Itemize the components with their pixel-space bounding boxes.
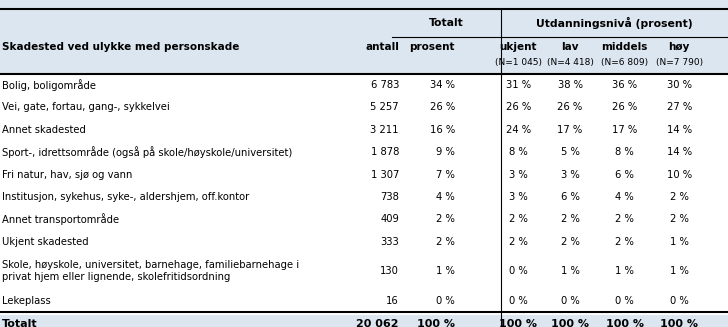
Text: 0 %: 0 % xyxy=(509,266,528,276)
Text: 38 %: 38 % xyxy=(558,80,582,90)
Text: (N=1 045): (N=1 045) xyxy=(495,58,542,67)
Text: 5 %: 5 % xyxy=(561,147,579,157)
Text: 2 %: 2 % xyxy=(561,214,579,224)
Text: 14 %: 14 % xyxy=(667,125,692,135)
Text: lav: lav xyxy=(561,42,579,52)
Text: Fri natur, hav, sjø og vann: Fri natur, hav, sjø og vann xyxy=(2,169,132,180)
Text: 7 %: 7 % xyxy=(436,169,455,180)
Text: Skole, høyskole, universitet, barnehage, familiebarnehage i
privat hjem eller li: Skole, høyskole, universitet, barnehage,… xyxy=(2,261,299,282)
Text: 6 %: 6 % xyxy=(561,192,579,202)
Text: 1 307: 1 307 xyxy=(371,169,399,180)
Text: Institusjon, sykehus, syke-, aldershjem, off.kontor: Institusjon, sykehus, syke-, aldershjem,… xyxy=(2,192,250,202)
Text: høy: høy xyxy=(668,42,690,52)
Text: 1 %: 1 % xyxy=(561,266,579,276)
Text: 31 %: 31 % xyxy=(506,80,531,90)
Text: 1 %: 1 % xyxy=(670,236,689,247)
Text: 100 %: 100 % xyxy=(660,319,698,327)
Text: 2 %: 2 % xyxy=(615,214,634,224)
Text: 14 %: 14 % xyxy=(667,147,692,157)
Text: 24 %: 24 % xyxy=(506,125,531,135)
Text: 10 %: 10 % xyxy=(667,169,692,180)
Text: (N=7 790): (N=7 790) xyxy=(656,58,703,67)
Text: 100 %: 100 % xyxy=(551,319,589,327)
Text: Utdanningsnivå (prosent): Utdanningsnivå (prosent) xyxy=(536,17,693,29)
Text: 8 %: 8 % xyxy=(509,147,528,157)
Text: 100 %: 100 % xyxy=(499,319,537,327)
Text: 2 %: 2 % xyxy=(509,214,528,224)
Text: 2 %: 2 % xyxy=(561,236,579,247)
Text: 16: 16 xyxy=(386,296,399,306)
Text: antall: antall xyxy=(365,42,399,52)
Text: 1 %: 1 % xyxy=(615,266,634,276)
Text: 0 %: 0 % xyxy=(615,296,634,306)
Text: 20 062: 20 062 xyxy=(357,319,399,327)
Text: 100 %: 100 % xyxy=(417,319,455,327)
Text: Annet skadested: Annet skadested xyxy=(2,125,86,135)
Text: 3 %: 3 % xyxy=(509,169,528,180)
Text: 0 %: 0 % xyxy=(436,296,455,306)
Text: 130: 130 xyxy=(380,266,399,276)
Text: Ukjent skadested: Ukjent skadested xyxy=(2,236,89,247)
Text: 26 %: 26 % xyxy=(430,102,455,112)
Text: 2 %: 2 % xyxy=(436,236,455,247)
Text: 0 %: 0 % xyxy=(670,296,689,306)
Text: Skadested ved ulykke med personskade: Skadested ved ulykke med personskade xyxy=(2,42,240,52)
Text: 3 %: 3 % xyxy=(509,192,528,202)
Text: 26 %: 26 % xyxy=(612,102,637,112)
Bar xyxy=(0,74,728,327)
Text: 6 783: 6 783 xyxy=(371,80,399,90)
Text: 17 %: 17 % xyxy=(558,125,582,135)
Text: 2 %: 2 % xyxy=(615,236,634,247)
Bar xyxy=(0,9,728,74)
Text: 1 %: 1 % xyxy=(670,266,689,276)
Text: Annet transportområde: Annet transportområde xyxy=(2,213,119,225)
Text: 0 %: 0 % xyxy=(509,296,528,306)
Text: 2 %: 2 % xyxy=(436,214,455,224)
Text: 409: 409 xyxy=(380,214,399,224)
Text: ukjent: ukjent xyxy=(499,42,537,52)
Text: 0 %: 0 % xyxy=(561,296,579,306)
Text: 3 %: 3 % xyxy=(561,169,579,180)
Text: Sport-, idrettsområde (også på skole/høyskole/universitet): Sport-, idrettsområde (også på skole/høy… xyxy=(2,146,293,158)
Text: 26 %: 26 % xyxy=(558,102,582,112)
Text: (N=4 418): (N=4 418) xyxy=(547,58,593,67)
Text: 738: 738 xyxy=(380,192,399,202)
Text: 9 %: 9 % xyxy=(436,147,455,157)
Text: Bolig, boligområde: Bolig, boligområde xyxy=(2,79,96,91)
Text: 5 257: 5 257 xyxy=(371,102,399,112)
Text: 4 %: 4 % xyxy=(436,192,455,202)
Text: 27 %: 27 % xyxy=(667,102,692,112)
Text: 17 %: 17 % xyxy=(612,125,637,135)
Text: 26 %: 26 % xyxy=(506,102,531,112)
Text: Vei, gate, fortau, gang-, sykkelvei: Vei, gate, fortau, gang-, sykkelvei xyxy=(2,102,170,112)
Text: 2 %: 2 % xyxy=(509,236,528,247)
Text: Lekeplass: Lekeplass xyxy=(2,296,51,306)
Text: 100 %: 100 % xyxy=(606,319,644,327)
Text: 36 %: 36 % xyxy=(612,80,637,90)
Text: 3 211: 3 211 xyxy=(371,125,399,135)
Text: 34 %: 34 % xyxy=(430,80,455,90)
Text: prosent: prosent xyxy=(409,42,455,52)
Text: 333: 333 xyxy=(380,236,399,247)
Text: 30 %: 30 % xyxy=(667,80,692,90)
Text: middels: middels xyxy=(601,42,648,52)
Text: Totalt: Totalt xyxy=(429,18,464,28)
Text: (N=6 809): (N=6 809) xyxy=(601,58,648,67)
Text: 2 %: 2 % xyxy=(670,214,689,224)
Text: 8 %: 8 % xyxy=(615,147,634,157)
Text: 4 %: 4 % xyxy=(615,192,634,202)
Text: 1 %: 1 % xyxy=(436,266,455,276)
Text: 1 878: 1 878 xyxy=(371,147,399,157)
Text: Totalt: Totalt xyxy=(2,319,38,327)
Text: 6 %: 6 % xyxy=(615,169,634,180)
Text: 2 %: 2 % xyxy=(670,192,689,202)
Text: 16 %: 16 % xyxy=(430,125,455,135)
